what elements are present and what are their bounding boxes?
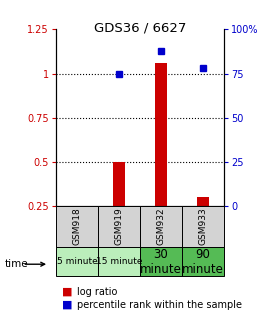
Text: 90
minute: 90 minute	[182, 248, 224, 276]
Text: 5 minute: 5 minute	[57, 257, 97, 266]
Bar	[113, 162, 125, 206]
Bar	[98, 247, 140, 276]
Text: ■: ■	[62, 287, 72, 297]
Bar	[56, 206, 98, 247]
Text: 15 minute: 15 minute	[96, 257, 142, 266]
Text: GDS36 / 6627: GDS36 / 6627	[94, 21, 186, 34]
Bar	[182, 247, 224, 276]
Bar	[197, 197, 209, 206]
Bar	[98, 206, 140, 247]
Text: GSM933: GSM933	[199, 208, 207, 245]
Bar	[56, 247, 98, 276]
Bar	[140, 247, 182, 276]
Text: GSM919: GSM919	[115, 208, 123, 245]
Bar	[155, 63, 167, 206]
Text: 30
minute: 30 minute	[140, 248, 182, 276]
Text: GSM932: GSM932	[157, 208, 165, 245]
Text: GSM918: GSM918	[73, 208, 81, 245]
Bar	[182, 206, 224, 247]
Bar	[140, 206, 182, 247]
Text: log ratio: log ratio	[77, 287, 117, 297]
Text: percentile rank within the sample: percentile rank within the sample	[77, 300, 242, 310]
Text: ■: ■	[62, 300, 72, 310]
Text: time: time	[4, 259, 28, 269]
